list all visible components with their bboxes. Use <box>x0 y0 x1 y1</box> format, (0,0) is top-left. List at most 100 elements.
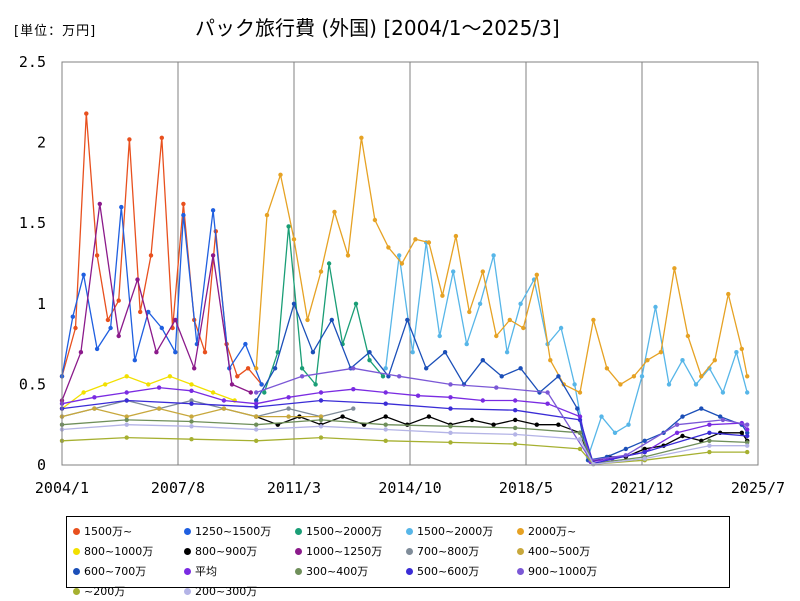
series-5 <box>59 374 237 411</box>
data-point <box>707 438 712 443</box>
data-point <box>156 406 162 411</box>
data-point <box>518 301 523 306</box>
data-point <box>146 382 151 387</box>
data-point <box>189 437 194 442</box>
data-point <box>254 401 259 406</box>
data-point <box>318 414 324 419</box>
data-point <box>577 437 583 442</box>
data-point <box>674 422 680 427</box>
data-point <box>291 237 297 242</box>
data-point <box>426 414 432 419</box>
data-point <box>84 111 89 116</box>
data-point <box>745 374 750 379</box>
data-point <box>383 401 388 406</box>
data-point <box>318 417 324 423</box>
data-point <box>577 417 583 423</box>
data-point <box>351 387 356 392</box>
legend-label: 1500~2000万 <box>306 525 383 538</box>
legend-marker-icon <box>184 527 191 535</box>
data-point <box>146 309 151 315</box>
data-point <box>94 346 100 352</box>
data-point <box>78 350 84 355</box>
data-point <box>181 201 186 207</box>
data-point <box>221 398 227 403</box>
data-point <box>156 385 162 390</box>
legend-marker-icon <box>517 547 524 555</box>
data-point <box>707 422 712 427</box>
data-point <box>254 366 259 371</box>
legend-label: 1500~2000万 <box>417 525 494 538</box>
data-point <box>124 422 129 427</box>
data-point <box>189 424 194 429</box>
legend-label: 1000~1250万 <box>306 545 383 558</box>
data-point <box>591 462 596 467</box>
legend-label: 平均 <box>195 565 217 578</box>
y-tick-label: 2.5 <box>19 53 46 71</box>
data-point <box>453 233 459 239</box>
data-point <box>718 414 723 419</box>
data-point <box>504 350 510 355</box>
data-point <box>286 414 291 419</box>
legend-marker-icon <box>73 567 80 575</box>
data-point <box>272 366 278 371</box>
data-point <box>480 398 485 403</box>
data-point <box>367 350 372 355</box>
data-point <box>345 253 351 258</box>
legend-marker-icon <box>517 567 524 575</box>
chart-area: 00.511.522.5 2004/1 2007/8 2011/3 2014/10 20… <box>19 53 785 497</box>
data-point <box>189 382 194 387</box>
data-point <box>124 435 129 440</box>
data-point <box>103 382 108 387</box>
data-point <box>707 430 712 435</box>
data-point <box>467 309 472 315</box>
data-point <box>448 440 453 445</box>
series-line <box>255 367 748 461</box>
legend-item: 1500~2000万 <box>406 521 517 541</box>
data-point <box>399 261 405 266</box>
x-tick-label: 2018/5 <box>499 479 553 497</box>
data-point <box>73 325 78 331</box>
data-point <box>291 301 297 306</box>
data-point <box>132 358 137 363</box>
data-point <box>189 388 194 393</box>
legend: 1500万~ 1250~1500万 1500~2000万 1500~2000万 2000… <box>66 516 730 598</box>
data-point <box>513 408 518 413</box>
data-point <box>286 406 291 411</box>
legend-label: 500~600万 <box>417 565 480 578</box>
data-point <box>645 358 650 363</box>
data-point <box>383 438 388 443</box>
data-point <box>383 427 388 432</box>
legend-marker-icon <box>406 527 413 535</box>
data-point <box>254 390 259 395</box>
data-point <box>210 253 216 258</box>
data-point <box>518 366 523 371</box>
data-point <box>210 208 216 213</box>
data-point <box>264 212 270 218</box>
series-0 <box>59 111 264 387</box>
data-point <box>499 374 504 379</box>
series-line <box>263 225 384 393</box>
legend-marker-icon <box>184 547 191 555</box>
legend-marker-icon <box>73 547 80 555</box>
legend-marker-icon <box>295 527 302 535</box>
data-point <box>189 419 194 424</box>
data-point <box>642 456 647 461</box>
legend-item: 700~800万 <box>406 541 517 561</box>
data-point <box>513 398 518 403</box>
data-point <box>116 333 121 339</box>
y-tick-label: 1 <box>37 295 46 313</box>
data-point <box>202 350 208 355</box>
legend-label: 900~1000万 <box>528 565 598 578</box>
legend-item: 500~600万 <box>406 561 517 581</box>
data-point <box>575 406 580 411</box>
x-tick-label: 2004/1 <box>35 479 89 497</box>
y-tick-label: 2 <box>37 134 46 152</box>
data-point <box>243 341 248 347</box>
data-point <box>745 427 750 432</box>
data-point <box>305 317 310 323</box>
legend-marker-icon <box>406 567 413 575</box>
data-point <box>448 382 453 387</box>
data-point <box>693 382 699 387</box>
data-point <box>124 417 129 423</box>
data-point <box>480 358 485 363</box>
